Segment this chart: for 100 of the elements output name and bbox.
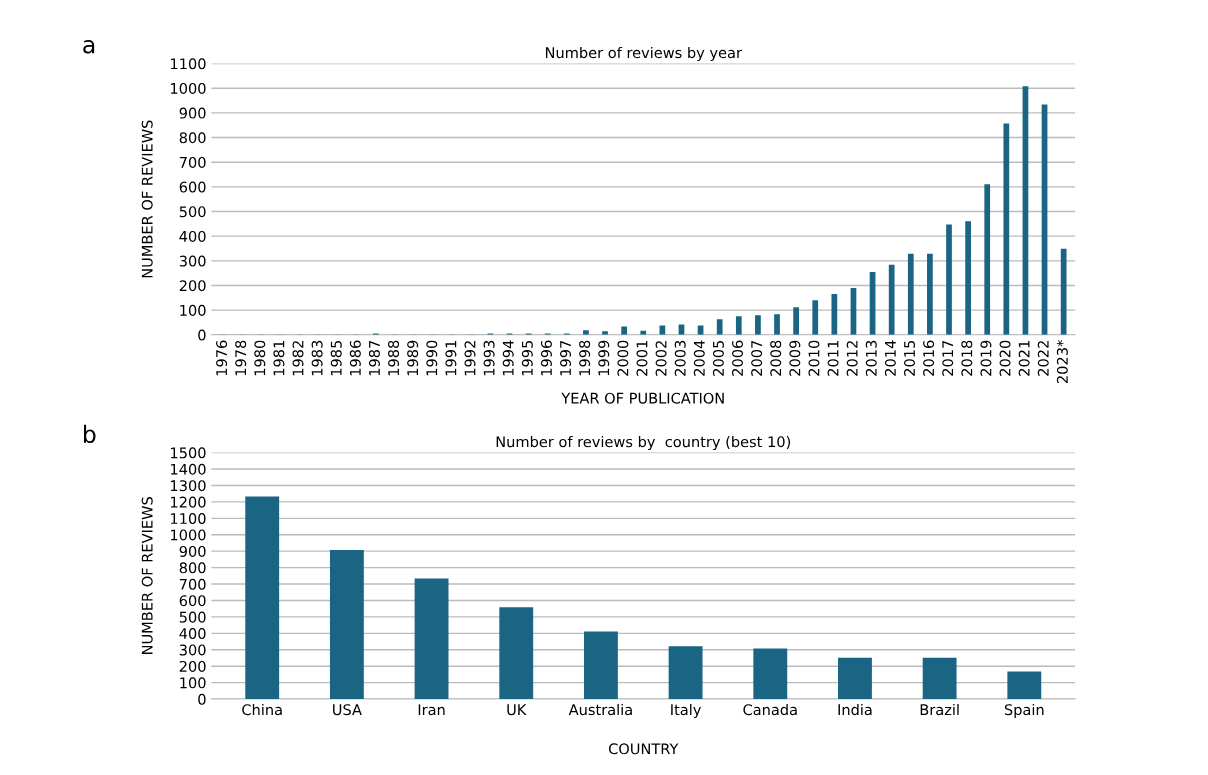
x-tick-label: 1991 [445, 341, 457, 376]
y-tick-label: 800 [179, 132, 206, 144]
bar [755, 315, 761, 335]
x-tick-label: 1987 [368, 340, 380, 376]
x-axis-title: COUNTRY [608, 743, 679, 755]
x-tick-label: UK [507, 704, 527, 716]
y-axis-title: NUMBER OF REVIEWS [141, 120, 153, 278]
y-tick-label: 1100 [171, 58, 206, 70]
bar [716, 319, 723, 335]
y-tick-label: 1100 [171, 513, 206, 525]
bar [922, 657, 957, 700]
bar [753, 648, 788, 700]
x-tick-label: 2001 [636, 341, 648, 376]
y-tick-label: 1300 [171, 480, 206, 492]
chart-title: Number of reviews by country (best 10) [496, 435, 791, 451]
text: b [83, 424, 96, 444]
x-tick-label: 2014 [884, 340, 896, 376]
y-tick-label: 200 [179, 660, 206, 672]
x-tick-label: 2012 [846, 341, 858, 376]
x-tick-label: 1985 [330, 340, 342, 376]
x-tick-label: 1980 [254, 340, 266, 376]
bar [1003, 123, 1010, 335]
x-tick-label: 2013 [865, 340, 877, 376]
x-tick-label: 2003 [674, 340, 686, 376]
x-tick-label: China [242, 703, 282, 716]
x-tick-label: 1988 [388, 340, 400, 376]
x-tick-label: 2020 [999, 340, 1011, 376]
bar [965, 221, 971, 335]
bar [888, 264, 895, 335]
x-tick-label: 1995 [521, 340, 533, 376]
x-tick-label: Brazil [920, 703, 959, 716]
y-tick-label: 800 [179, 562, 206, 574]
y-tick-label: 600 [179, 181, 206, 193]
x-tick-label: Italy [671, 703, 701, 719]
x-tick-label: 2016 [923, 340, 935, 376]
x-tick-label: 1986 [349, 340, 361, 376]
y-tick-label: 300 [179, 255, 206, 267]
x-tick-label: 1983 [311, 340, 323, 376]
bar [793, 307, 799, 335]
x-tick-label: 1982 [292, 341, 304, 376]
y-tick-label: 400 [179, 230, 206, 242]
y-tick-label: 200 [179, 280, 206, 292]
bar [774, 314, 780, 335]
x-tick-label: 1989 [407, 340, 419, 376]
y-tick-label: 0 [198, 693, 206, 705]
y-axis-title: NUMBER OF REVIEWS [141, 497, 153, 654]
x-tick-label: USA [333, 704, 362, 716]
y-tick-label: 0 [198, 329, 206, 341]
x-tick-label: 1978 [235, 340, 247, 376]
y-tick-label: 1000 [171, 529, 206, 541]
y-tick-label: 100 [180, 304, 206, 316]
x-tick-label: India [838, 703, 872, 716]
bar [831, 294, 838, 335]
bar [621, 326, 628, 335]
y-tick-label: 400 [179, 628, 206, 640]
x-tick-label: 1990 [426, 340, 438, 376]
x-tick-label: 2022 [1037, 341, 1049, 376]
x-tick-label: Australia [568, 703, 632, 716]
bar [838, 657, 872, 700]
x-tick-label: 2000 [617, 340, 629, 376]
x-tick-label: 2006 [732, 340, 744, 376]
x-tick-label: 1998 [579, 340, 591, 376]
x-tick-label: 1994 [502, 340, 514, 376]
text: a [83, 39, 95, 54]
bar [245, 496, 280, 700]
x-tick-label: 1992 [464, 341, 476, 376]
x-tick-label: 1993 [483, 340, 495, 376]
x-tick-label: 1999 [598, 340, 610, 376]
y-tick-label: 900 [179, 107, 206, 119]
y-tick-label: 1000 [171, 82, 206, 94]
y-tick-label: 1400 [171, 463, 206, 475]
y-tick-label: 300 [179, 644, 206, 656]
x-tick-label: Spain [1004, 703, 1044, 719]
bar [1007, 671, 1042, 700]
y-tick-label: 700 [179, 156, 206, 168]
bar [499, 607, 534, 700]
x-tick-label: 1996 [540, 340, 552, 376]
y-tick-label: 700 [179, 578, 206, 590]
y-tick-label: 500 [179, 206, 206, 218]
bar [812, 300, 819, 335]
bar [668, 646, 703, 700]
x-tick-label: 2004 [693, 340, 705, 376]
x-tick-label: 2021 [1018, 341, 1030, 376]
x-tick-label: 1976 [216, 340, 228, 376]
bar [907, 253, 914, 335]
y-tick-label: 900 [179, 545, 206, 557]
y-tick-label: 1200 [171, 496, 206, 508]
bar [583, 631, 618, 700]
x-tick-label: 2018 [961, 340, 973, 376]
y-tick-label: 500 [179, 611, 206, 623]
chart-title: Number of reviews by year [545, 46, 742, 62]
x-tick-label: 2011 [827, 341, 839, 376]
x-tick-label: 2019 [980, 340, 992, 376]
bar [583, 330, 589, 335]
bar [1060, 248, 1067, 335]
x-tick-label: 2023* [1056, 340, 1068, 383]
x-tick-label: Iran [418, 704, 445, 716]
x-tick-label: 2009 [789, 340, 801, 376]
x-tick-label: 1997 [560, 340, 572, 376]
x-tick-label: 2005 [712, 340, 724, 376]
